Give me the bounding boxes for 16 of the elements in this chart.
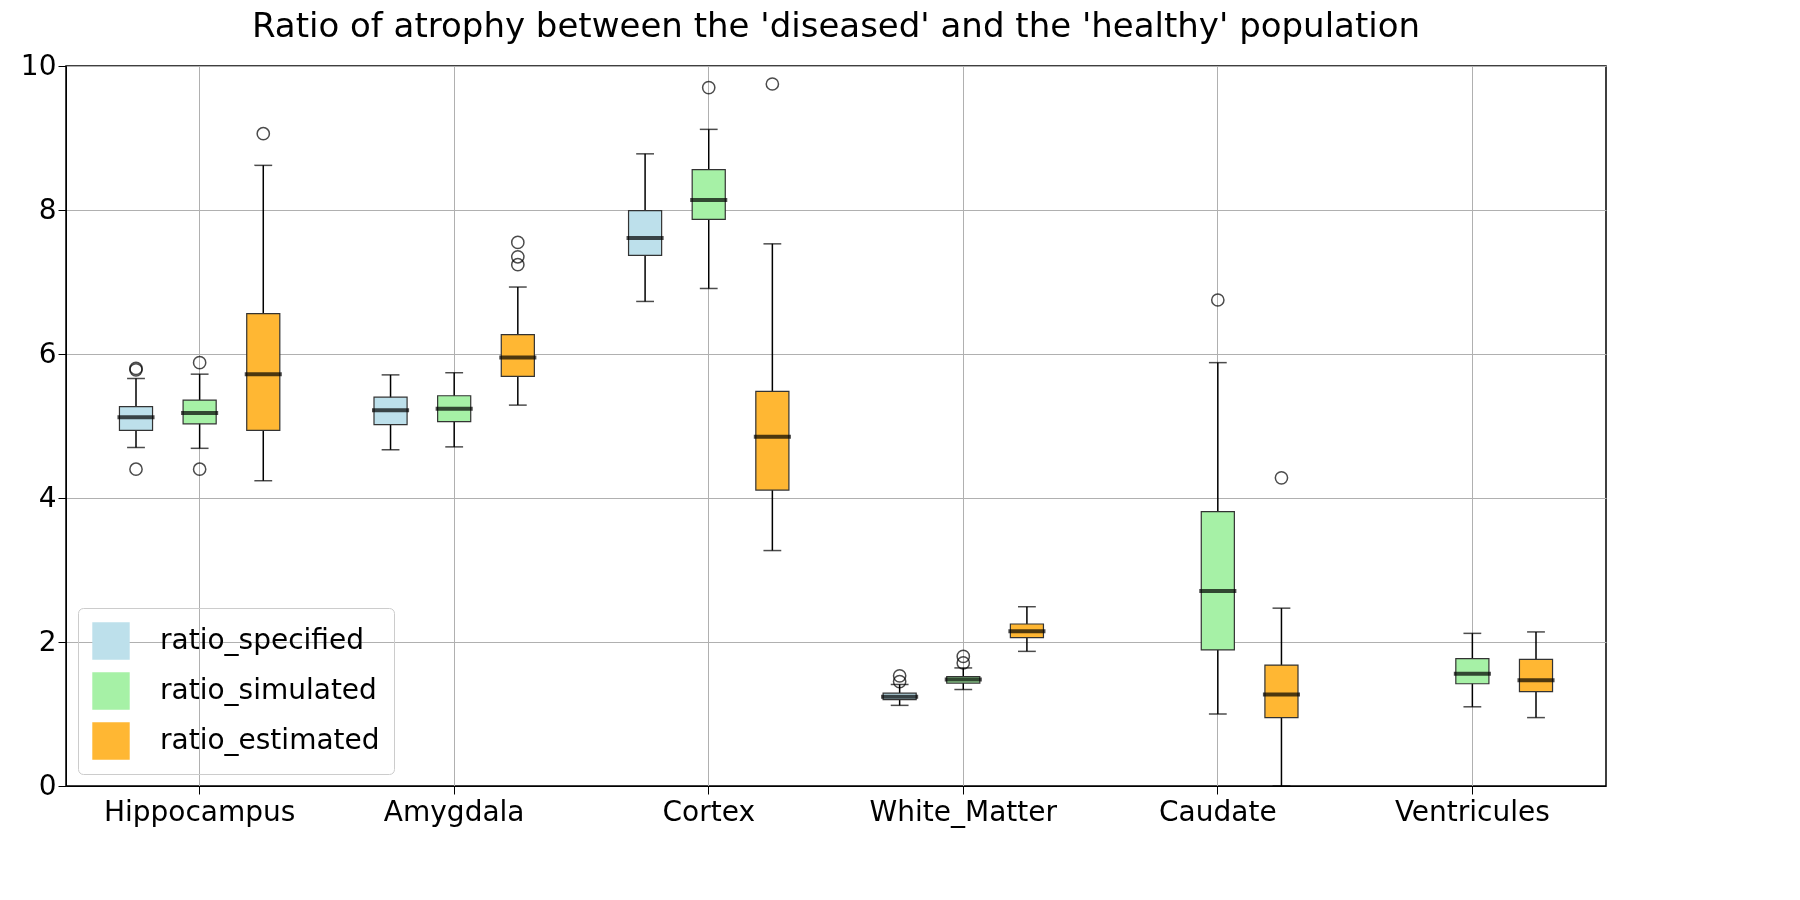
legend-label: ratio_estimated [160, 723, 380, 756]
x-tick-label: Caudate [1159, 794, 1277, 828]
x-tick-label: Cortex [662, 794, 755, 828]
legend-label: ratio_specified [160, 623, 364, 656]
y-tick-label: 10 [20, 48, 57, 82]
x-tick-label: Ventricules [1394, 794, 1550, 828]
y-tick-label: 8 [38, 192, 57, 226]
x-tick-label: Hippocampus [103, 794, 296, 828]
x-tick-label: Amygdala [383, 794, 525, 828]
y-tick-label: 0 [38, 768, 57, 802]
chart-title: Ratio of atrophy between the 'diseased' and the 'healthy' population [251, 5, 1421, 45]
y-tick-label: 4 [38, 480, 57, 514]
y-tick-label: 6 [38, 336, 57, 370]
x-tick-label: White_Matter [869, 794, 1058, 828]
y-tick-label: 2 [38, 624, 57, 658]
legend-label: ratio_simulated [160, 673, 377, 706]
